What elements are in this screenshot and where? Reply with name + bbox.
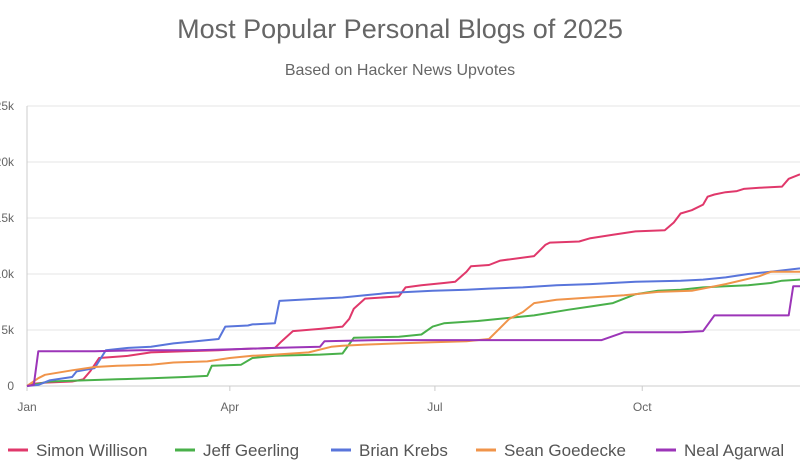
series-line-simon-willison (26, 173, 800, 387)
y-tick-label: 25k (0, 99, 15, 113)
y-tick-label: 20k (0, 155, 15, 169)
series-layer (26, 173, 800, 387)
series-line-neal-agarwal (26, 285, 800, 387)
legend-label: Jeff Geerling (203, 441, 299, 460)
chart-title: Most Popular Personal Blogs of 2025 (177, 14, 623, 44)
grid-layer (27, 105, 800, 331)
y-tick-label: 15k (0, 211, 15, 225)
legend-label: Brian Krebs (359, 441, 448, 460)
y-tick-label: 0 (7, 379, 14, 393)
x-tick-label: Jan (17, 400, 36, 414)
y-tick-label: 10k (0, 267, 15, 281)
legend-label: Neal Agarwal (684, 441, 784, 460)
legend-label: Sean Goedecke (504, 441, 626, 460)
legend: Simon Willison Jeff Geerling Brian Krebs Se… (8, 441, 784, 460)
series-line-jeff-geerling (26, 278, 800, 387)
chart-subtitle: Based on Hacker News Upvotes (284, 62, 516, 79)
series-line-sean-goedecke (26, 270, 800, 387)
x-tick-label: Apr (220, 400, 239, 414)
tick-layer: 0 5k 10k 15k 20k 25k Jan Apr Jul Oct (0, 99, 652, 414)
y-tick-label: 5k (1, 323, 15, 337)
series-line-brian-krebs (26, 267, 800, 387)
x-tick-label: Jul (427, 400, 442, 414)
legend-label: Simon Willison (36, 441, 147, 460)
x-tick-label: Oct (633, 400, 652, 414)
